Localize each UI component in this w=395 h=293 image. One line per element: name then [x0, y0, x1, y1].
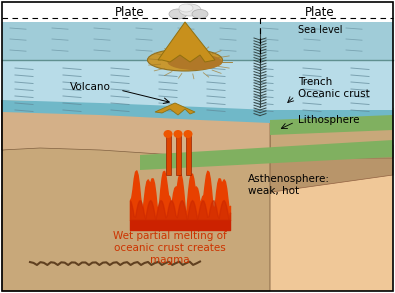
Ellipse shape [184, 130, 192, 138]
Ellipse shape [164, 130, 173, 138]
Ellipse shape [147, 49, 222, 71]
Text: Oceanic crust: Oceanic crust [298, 89, 370, 99]
Polygon shape [2, 95, 270, 158]
Text: Sea level: Sea level [298, 25, 342, 35]
Text: Asthenosphere:
weak, hot: Asthenosphere: weak, hot [248, 174, 330, 196]
Ellipse shape [192, 9, 208, 18]
Text: Trench: Trench [298, 77, 332, 87]
Bar [176, 135, 181, 175]
Polygon shape [2, 2, 393, 60]
Polygon shape [2, 60, 393, 110]
Text: Wet partial melting of
oceanic crust creates
magma: Wet partial melting of oceanic crust cre… [113, 231, 227, 265]
Polygon shape [140, 140, 393, 170]
Text: Volcano: Volcano [70, 82, 111, 92]
Bar [166, 135, 171, 175]
Polygon shape [2, 22, 393, 60]
Ellipse shape [167, 54, 222, 70]
Ellipse shape [179, 4, 201, 16]
Polygon shape [270, 108, 393, 158]
Polygon shape [2, 150, 393, 291]
Text: Plate: Plate [115, 6, 145, 18]
Polygon shape [155, 103, 195, 115]
Polygon shape [270, 115, 393, 135]
Text: Lithosphere: Lithosphere [298, 115, 359, 125]
Ellipse shape [173, 130, 182, 138]
Polygon shape [2, 100, 270, 291]
Text: Plate: Plate [305, 6, 335, 18]
Polygon shape [158, 22, 215, 62]
Polygon shape [2, 145, 393, 230]
Polygon shape [2, 100, 393, 123]
Ellipse shape [169, 9, 187, 19]
Polygon shape [130, 145, 393, 175]
Ellipse shape [179, 4, 193, 12]
Bar [186, 135, 191, 175]
